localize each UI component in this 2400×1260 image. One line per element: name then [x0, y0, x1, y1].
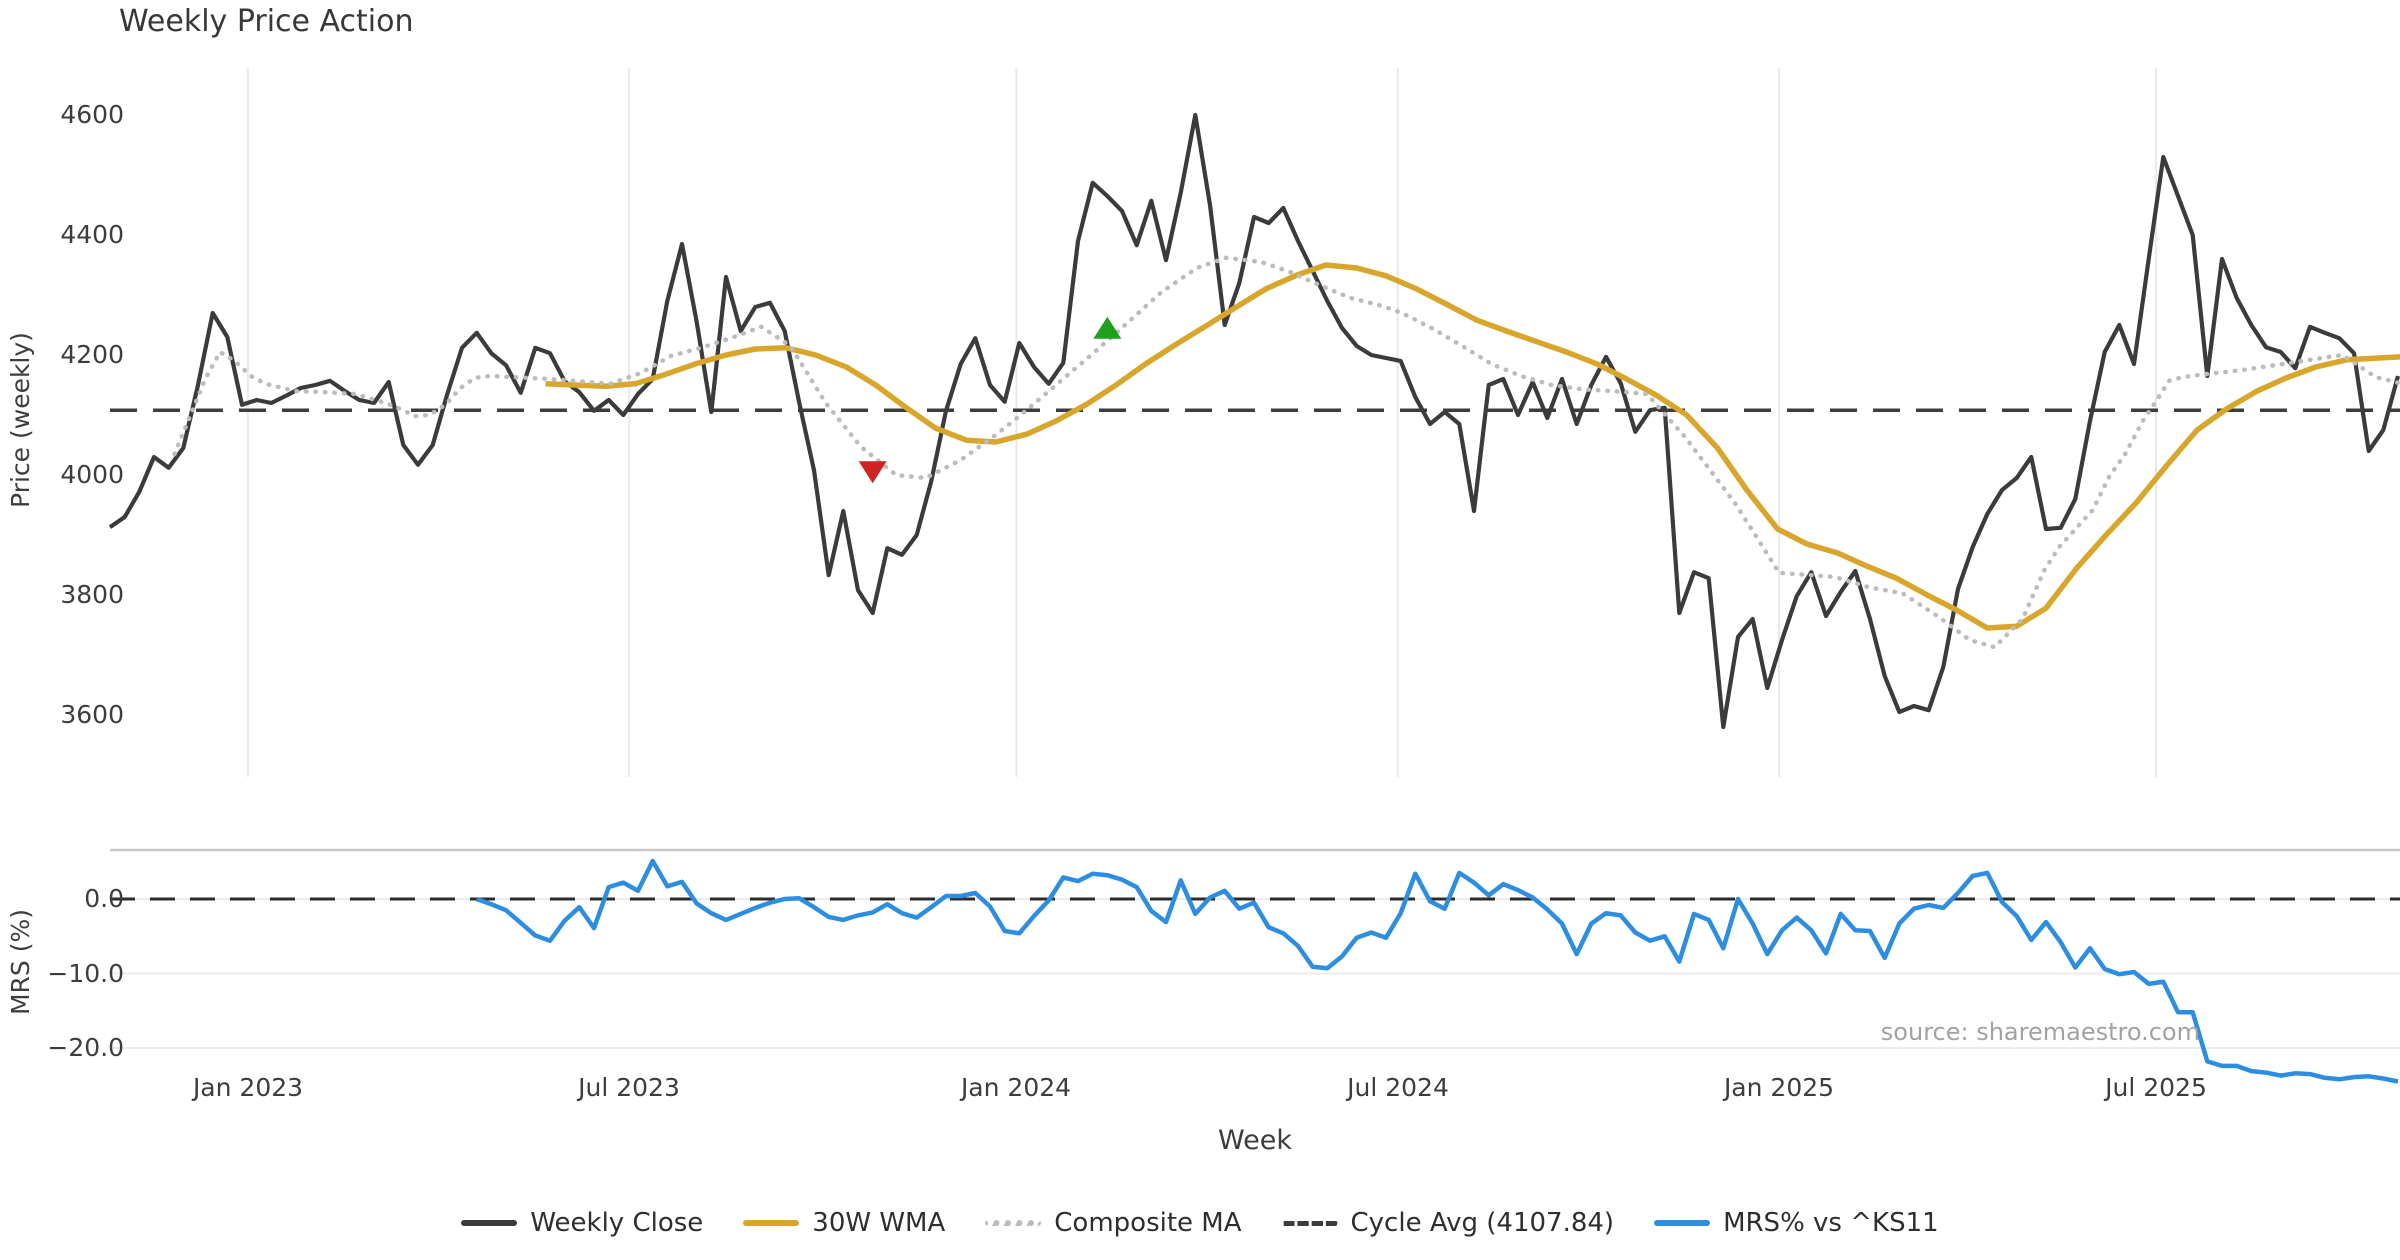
x-axis-title: Week [1218, 1125, 1292, 1156]
composite-ma-legend-swatch [985, 1220, 1042, 1226]
legend-item-cycle-avg: Cycle Avg (4107.84) [1281, 1208, 1615, 1238]
wma30-legend-swatch [743, 1220, 800, 1226]
cycle-avg-legend-swatch [1281, 1220, 1338, 1226]
sell-marker [858, 461, 887, 484]
legend-label: Composite MA [1054, 1208, 1242, 1238]
legend-item-weekly-close: Weekly Close [461, 1208, 703, 1238]
page-title: Weekly Price Action [119, 4, 414, 39]
x-tick-label: Jul 2025 [2105, 1073, 2207, 1102]
mrs-line [475, 858, 2399, 1084]
legend-label: Weekly Close [530, 1208, 704, 1238]
x-tick-label: Jul 2024 [1347, 1073, 1449, 1102]
composite-ma-line [172, 255, 2400, 650]
mrs-tick-label: −20.0 [47, 1033, 124, 1062]
legend-label: Cycle Avg (4107.84) [1350, 1208, 1615, 1238]
legend-item-composite-ma: Composite MA [985, 1208, 1242, 1238]
source-attribution: source: sharemaestro.com [1880, 1018, 2200, 1046]
mrs-tick-label: 0.0 [84, 884, 124, 913]
wma30-line [545, 262, 2400, 631]
legend-item-wma30: 30W WMA [743, 1208, 945, 1238]
legend-label: MRS% vs ^KS11 [1723, 1208, 1939, 1238]
weekly-close-legend-swatch [461, 1220, 518, 1226]
price-tick-label: 3800 [60, 580, 124, 609]
weekly-close-line [108, 112, 2400, 730]
buy-marker [1093, 316, 1122, 339]
mrs-tick-label: −10.0 [47, 959, 124, 988]
chart-legend: Weekly Close 30W WMA Composite MA Cycle Avg… [0, 1208, 2400, 1238]
x-tick-label: Jan 2024 [960, 1073, 1072, 1102]
price-tick-label: 4600 [60, 100, 124, 129]
price-axis-label: Price (weekly) [6, 332, 35, 508]
legend-label: 30W WMA [812, 1208, 946, 1238]
price-tick-label: 4400 [60, 220, 124, 249]
x-tick-label: Jan 2023 [192, 1073, 304, 1102]
price-tick-label: 4200 [60, 340, 124, 369]
x-tick-label: Jul 2023 [578, 1073, 680, 1102]
x-tick-label: Jan 2025 [1723, 1073, 1835, 1102]
legend-item-mrs: MRS% vs ^KS11 [1654, 1208, 1939, 1238]
price-tick-label: 4000 [60, 460, 124, 489]
price-tick-label: 3600 [60, 700, 124, 729]
mrs-legend-swatch [1654, 1220, 1711, 1226]
